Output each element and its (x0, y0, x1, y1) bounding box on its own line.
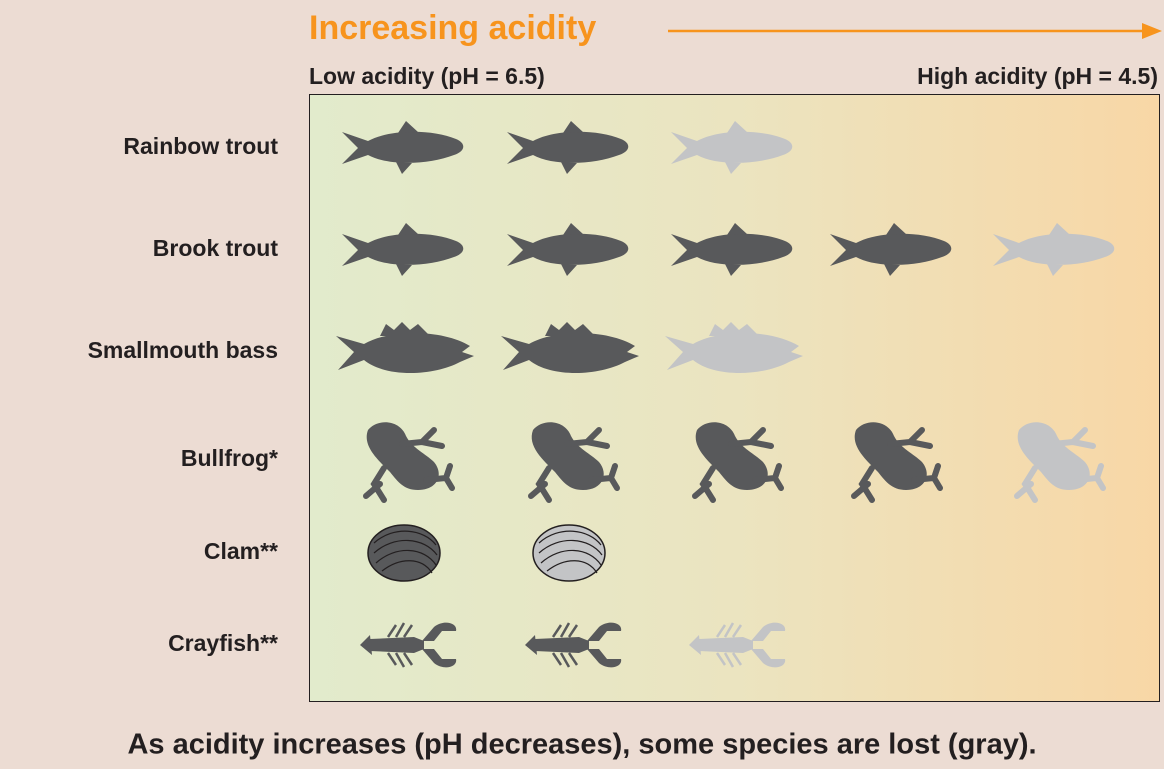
species-icon (507, 223, 629, 276)
species-icon (671, 121, 793, 174)
species-icon (689, 622, 786, 668)
species-icon (336, 322, 474, 373)
frog-legs (528, 427, 620, 503)
trout-body (507, 233, 629, 266)
trout-body (671, 233, 793, 266)
bass-fin (545, 322, 595, 336)
species-rows: Rainbow trout Brook trout Smallmouth bass B… (88, 121, 1115, 668)
species-icon (342, 223, 464, 276)
trout-fin (725, 223, 747, 276)
trout-fin (884, 223, 906, 276)
crayfish-claws (587, 622, 622, 668)
trout-body (507, 131, 629, 164)
species-icon (501, 322, 639, 373)
frog-legs (692, 427, 784, 503)
high-label: High acidity (pH = 4.5) (917, 63, 1158, 89)
crayfish-legs (551, 622, 579, 668)
species-label: Crayfish** (168, 630, 278, 656)
trout-body (671, 131, 793, 164)
clam-ridges (538, 530, 603, 574)
trout-body (830, 233, 952, 266)
trout-fin (561, 223, 583, 276)
clam-shell (532, 524, 606, 582)
species-icon (528, 422, 620, 503)
footer: As acidity increases (pH decreases), som… (127, 729, 1036, 761)
species-icon (851, 422, 943, 503)
species-icon (671, 223, 793, 276)
species-icon (363, 422, 455, 503)
species-label: Smallmouth bass (88, 337, 278, 363)
frog-body (1017, 422, 1090, 490)
species-icon (525, 622, 622, 668)
trout-fin (396, 121, 418, 174)
species-label: Bullfrog* (181, 445, 278, 471)
crayfish-claws (422, 622, 457, 668)
clam-ridges (373, 530, 438, 574)
ph-panel (309, 94, 1160, 702)
trout-fin (1047, 223, 1069, 276)
trout-fin (396, 223, 418, 276)
crayfish-body (689, 635, 753, 655)
frog-body (531, 422, 604, 490)
bass-fin (380, 322, 430, 336)
species-label: Rainbow trout (123, 133, 278, 159)
frog-legs (1014, 427, 1106, 503)
bass-body (501, 332, 639, 373)
species-icon (360, 622, 457, 668)
low-label: Low acidity (pH = 6.5) (309, 63, 545, 89)
species-icon (367, 524, 441, 582)
species-icon (665, 322, 803, 373)
species-icon (1014, 422, 1106, 503)
trout-body (342, 131, 464, 164)
species-icon (532, 524, 606, 582)
bass-body (665, 332, 803, 373)
clam-shell (367, 524, 441, 582)
crayfish-claws (751, 622, 786, 668)
bass-fin (709, 322, 759, 336)
trout-body (993, 233, 1115, 266)
species-label: Clam** (204, 538, 278, 564)
trout-body (342, 233, 464, 266)
title: Increasing acidity (309, 9, 596, 47)
arrow-head (1142, 23, 1162, 39)
trout-fin (725, 121, 747, 174)
frog-legs (363, 427, 455, 503)
frog-body (854, 422, 927, 490)
crayfish-legs (386, 622, 414, 668)
species-label: Brook trout (153, 235, 279, 261)
crayfish-legs (715, 622, 743, 668)
frog-body (366, 422, 439, 490)
trout-fin (561, 121, 583, 174)
bass-body (336, 332, 474, 373)
species-icon (993, 223, 1115, 276)
species-icon (507, 121, 629, 174)
crayfish-body (525, 635, 589, 655)
species-icon (692, 422, 784, 503)
crayfish-body (360, 635, 424, 655)
species-icon (342, 121, 464, 174)
frog-body (695, 422, 768, 490)
species-icon (830, 223, 952, 276)
frog-legs (851, 427, 943, 503)
